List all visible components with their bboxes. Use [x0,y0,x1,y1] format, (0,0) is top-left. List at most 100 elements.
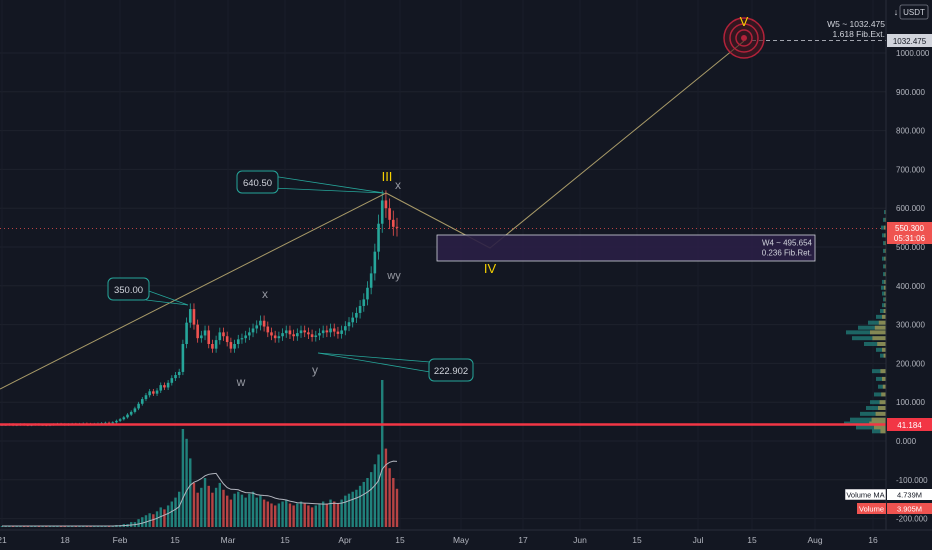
candle-body [240,338,244,340]
volume-bar [325,503,329,527]
target-rings-icon[interactable] [723,17,765,59]
callout-low[interactable]: 222.902 [317,352,474,382]
time-tick-9: 17 [518,535,528,545]
callout-low-text: 222.902 [434,366,468,377]
candle-body [181,344,185,372]
volume-bar [211,492,214,527]
volume-bar [141,517,144,527]
volume-bar [189,458,192,527]
candle-body [159,385,163,391]
callout-feb-high[interactable]: 350.00 [107,277,189,306]
price-tick-1: 900.000 [896,88,925,97]
volume-bar [185,438,188,527]
volume-bar [255,497,258,527]
candle-body [133,408,137,412]
callout-peak[interactable]: 640.50 [236,170,385,194]
volume-profile-bar-accent [884,233,886,238]
volume-bar [166,505,170,527]
volume-legend[interactable]: Volume 3.905M [857,503,932,514]
volume-profile-bar [846,330,886,335]
candle-body [214,340,218,349]
time-tick-5: 15 [280,535,290,545]
volume-ma-legend[interactable]: Volume MA 4.739M [844,488,932,501]
volume-bar [111,526,114,527]
volume-bar [296,503,299,527]
candle-body [392,219,395,227]
volume-bar [85,526,89,527]
volume-bar [336,503,340,527]
price-scale[interactable] [886,0,932,530]
volume-bar [266,501,269,527]
volume-profile-bar-accent [874,325,886,330]
candle-body [207,330,211,344]
volume-bar [48,526,52,527]
candle-body [277,336,281,339]
callout-feb-high-text: 350.00 [114,285,143,296]
candle-body [196,324,199,339]
volume-bar [351,491,354,527]
time-tick-8: May [453,535,470,545]
volume-profile-bar [870,400,886,405]
long-trend-line[interactable] [0,192,387,390]
volume-ma-value: 4.739M [897,491,922,500]
volume-profile-bar [872,369,886,374]
volume-bar [392,478,395,527]
volume-profile-bar-accent [877,342,886,346]
candle-body [203,330,207,336]
volume-ma-label: Volume MA [846,491,884,500]
volume-profile-bar [881,285,886,290]
candle-body [314,335,318,338]
volume-profile-bar-accent [884,303,886,308]
volume-profile-bar-accent [884,291,886,296]
volume-profile-bar-accent [880,369,886,374]
volume-bar [281,501,284,527]
volume-bar [381,380,384,527]
price-tick-3: 700.000 [896,165,925,174]
volume-bar [307,505,310,527]
candle-body [332,328,336,332]
last-price-text: 550.300 [895,224,924,233]
volume-bar [244,497,247,527]
volume-bar [100,526,103,527]
time-tick-12: Jul [693,535,704,545]
candle-body [251,328,255,333]
volume-bar [288,503,292,527]
candle-body [336,331,340,334]
volume-bar [45,526,48,527]
w5-label-line1: W5 ~ 1032.475 [827,19,885,29]
volume-bar [229,499,233,527]
volume-profile-bar-accent [880,429,886,434]
support-price-badge: 41.184 [887,418,932,431]
volume-bar [366,478,369,527]
volume-bar [340,499,343,527]
volume-bar [259,495,262,527]
wave-v-label: V [740,14,749,29]
volume-ma-line [2,460,398,527]
price-tick-7: 300.000 [896,321,925,330]
candle-body [233,344,236,349]
volume-profile-bar [882,233,886,238]
volume-bar [155,511,159,527]
volume-bar [15,526,18,527]
support-price-text: 41.184 [897,421,922,430]
candle-body [155,390,159,394]
volume-bar [285,499,288,527]
candle-body [236,339,240,344]
candle-body [388,208,391,220]
volume-bar [200,487,203,527]
w4-label-line1: W4 ~ 495.654 [762,239,813,248]
candle-body [115,420,118,423]
candle-body [122,417,126,420]
w4-fib-zone[interactable] [436,234,816,262]
candle-body [126,414,129,418]
currency-button[interactable] [899,4,929,20]
candle-body [384,200,388,209]
time-axis[interactable] [0,530,886,550]
volume-profile [844,210,886,434]
w4-label-line2: 0.236 Fib.Ret. [762,249,812,258]
price-tick-8: 200.000 [896,359,925,368]
candle-body [118,419,122,421]
volume-profile-bar [864,342,886,346]
volume-profile-bar-accent [884,272,886,277]
